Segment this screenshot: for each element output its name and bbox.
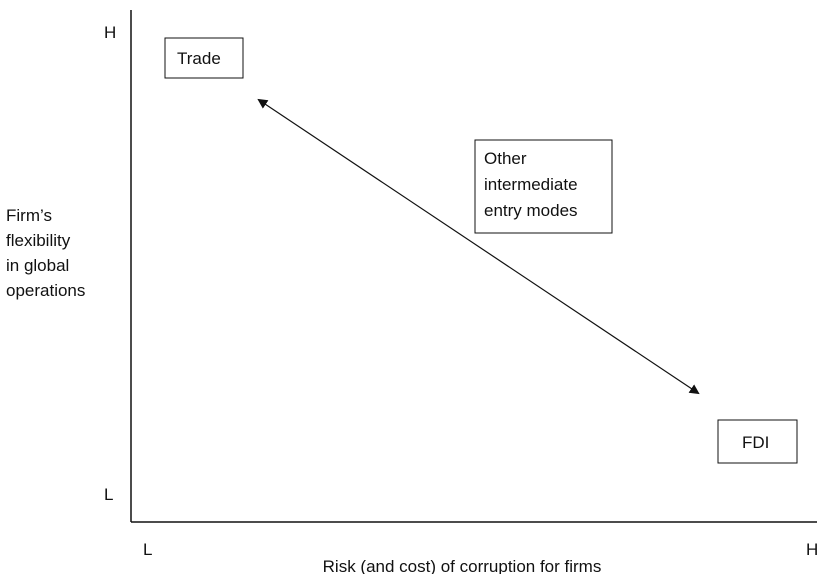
node-box: [164, 37, 244, 79]
y-high: H: [104, 23, 116, 42]
node-label: Trade: [177, 49, 221, 68]
double-arrow: [257, 98, 700, 395]
x-axis-label: Risk (and cost) of corruption for firms: [323, 557, 602, 574]
x-low: L: [143, 540, 152, 559]
y-axis-label: Firm’s flexibility in global operations: [6, 206, 85, 300]
node-box: [717, 419, 798, 464]
x-high: H: [806, 540, 817, 559]
node-label: FDI: [742, 433, 769, 452]
y-low: L: [104, 485, 113, 504]
